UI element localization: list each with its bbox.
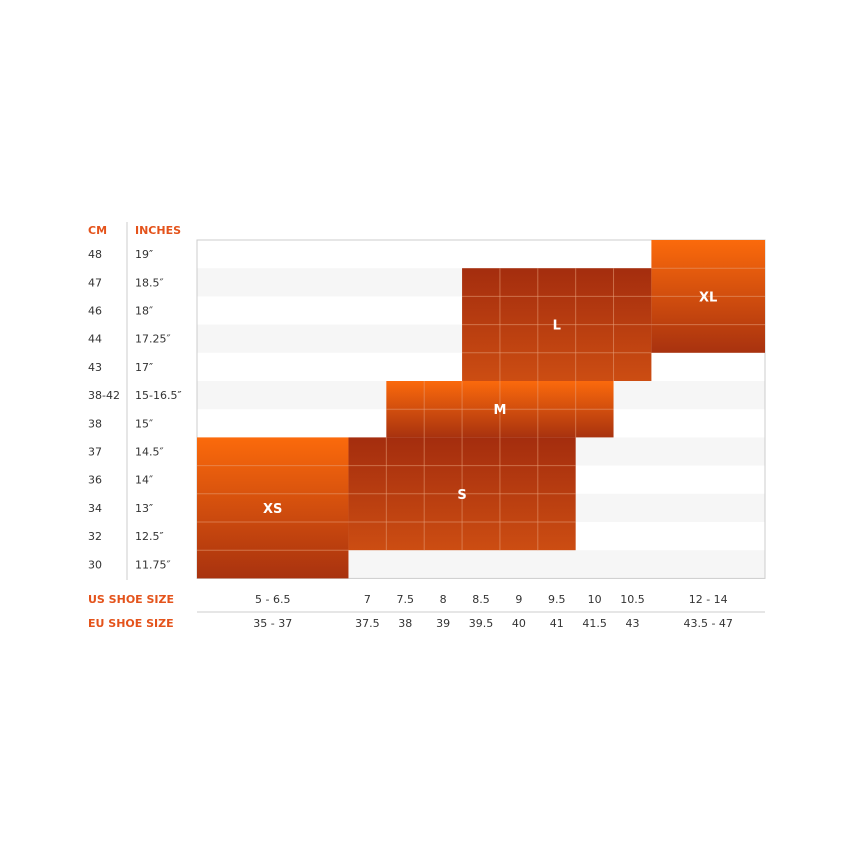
eu-size-tick: 43.5 - 47	[683, 617, 732, 630]
cm-header: CM	[88, 224, 107, 237]
cm-tick-label: 36	[88, 474, 102, 487]
us-size-tick: 10.5	[620, 593, 645, 606]
inches-tick-label: 11.75″	[135, 558, 171, 571]
size-block-m: M	[386, 381, 614, 438]
eu-shoe-size-label: EU SHOE SIZE	[88, 617, 174, 630]
cm-tick-label: 32	[88, 530, 102, 543]
inches-tick-label: 15″	[135, 417, 153, 430]
eu-size-tick: 41.5	[582, 617, 607, 630]
column-headers: CM INCHES	[88, 224, 181, 237]
size-blocks: XS S M L XL	[197, 240, 765, 579]
cm-tick-label: 37	[88, 446, 102, 459]
inches-tick-label: 12.5″	[135, 530, 164, 543]
size-block-xs: XS	[197, 437, 349, 579]
size-label: M	[493, 403, 506, 418]
us-size-tick: 10	[588, 593, 602, 606]
frame-border	[196, 239, 766, 579]
us-size-tick: 9	[515, 593, 522, 606]
size-block-l: L	[462, 268, 652, 381]
eu-size-tick: 43	[625, 617, 639, 630]
size-block-xl: XL	[651, 240, 765, 353]
cm-tick-label: 46	[88, 305, 102, 318]
inches-tick-label: 19″	[135, 248, 153, 261]
us-size-tick: 12 - 14	[689, 593, 728, 606]
inches-tick-label: 14.5″	[135, 446, 164, 459]
us-size-tick: 9.5	[548, 593, 566, 606]
us-size-tick: 5 - 6.5	[255, 593, 290, 606]
size-label: L	[553, 319, 561, 334]
row-labels: 48 19″ 47 18.5″ 46 18″ 44 17.25″ 43 17″ 38-42 15-16…	[88, 248, 182, 571]
inches-tick-label: 18″	[135, 305, 153, 318]
size-block-fill	[197, 437, 349, 579]
cm-tick-label: 38	[88, 417, 102, 430]
inches-tick-label: 14″	[135, 474, 153, 487]
inches-header: INCHES	[135, 224, 181, 237]
us-size-tick: 8	[440, 593, 447, 606]
eu-size-tick: 35 - 37	[253, 617, 292, 630]
size-label: S	[457, 488, 466, 503]
cm-tick-label: 43	[88, 361, 102, 374]
cm-tick-label: 47	[88, 276, 102, 289]
eu-size-tick: 40	[512, 617, 526, 630]
cm-tick-label: 44	[88, 333, 102, 346]
inches-tick-label: 13″	[135, 502, 153, 515]
inches-tick-label: 17.25″	[135, 333, 171, 346]
inches-tick-label: 15-16.5″	[135, 389, 182, 402]
eu-size-tick: 41	[550, 617, 564, 630]
inches-tick-label: 18.5″	[135, 276, 164, 289]
eu-size-tick: 38	[398, 617, 412, 630]
us-size-tick: 7.5	[397, 593, 415, 606]
cm-tick-label: 38-42	[88, 389, 120, 402]
cm-tick-label: 48	[88, 248, 102, 261]
us-size-tick: 8.5	[472, 593, 490, 606]
cm-tick-label: 30	[88, 558, 102, 571]
cm-tick-label: 34	[88, 502, 102, 515]
plot-frame	[126, 222, 766, 613]
us-size-tick: 7	[364, 593, 371, 606]
size-block-s: S	[348, 437, 576, 551]
inches-tick-label: 17″	[135, 361, 153, 374]
eu-size-tick: 39	[436, 617, 450, 630]
size-label: XL	[699, 290, 717, 305]
size-label: XS	[263, 502, 282, 517]
eu-size-tick: 39.5	[469, 617, 494, 630]
shoe-size-axis: US SHOE SIZE EU SHOE SIZE 5 - 6.5 35 - 37 7 3…	[88, 593, 733, 630]
us-shoe-size-label: US SHOE SIZE	[88, 593, 174, 606]
eu-size-tick: 37.5	[355, 617, 380, 630]
